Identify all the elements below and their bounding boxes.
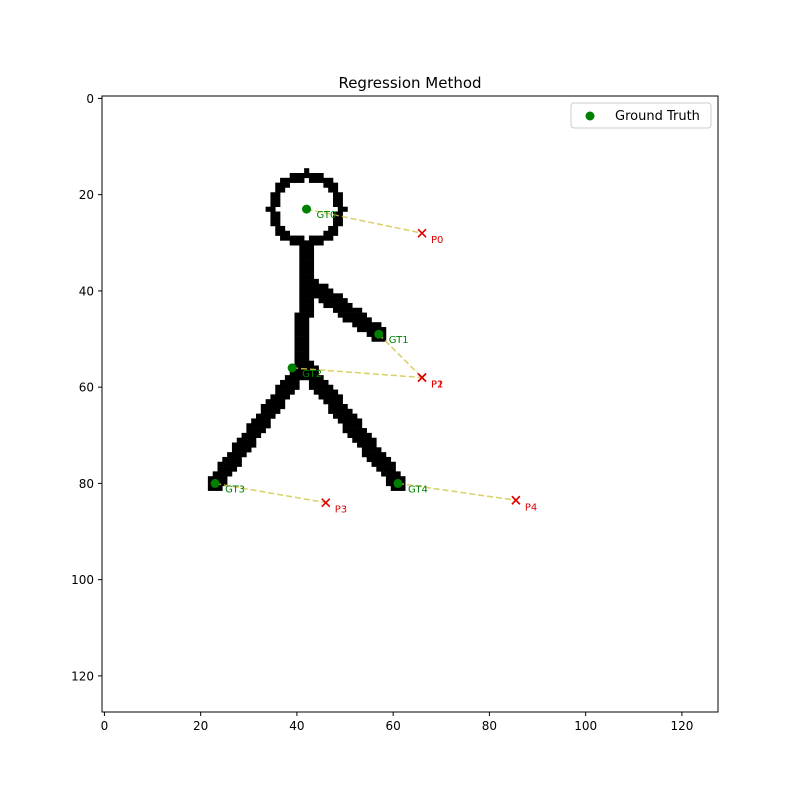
- pred-point-4: [511, 495, 521, 505]
- y-axis: 0 20 40 60 80 100 120: [71, 92, 102, 683]
- x-tick-label: 120: [670, 719, 693, 733]
- x-tick-label: 100: [574, 719, 597, 733]
- connector-lines: [214, 208, 516, 504]
- plot-frame: [101, 95, 719, 713]
- connector-line-2: [292, 367, 423, 379]
- gt-label-0: GT0: [317, 210, 337, 221]
- gt-label-3: GT3: [225, 484, 245, 495]
- stick-figure-image: [207, 168, 406, 491]
- gt-point-4: [393, 478, 403, 488]
- x-tick-label: 20: [193, 719, 208, 733]
- connector-line-1: [378, 333, 423, 379]
- plot-background: [102, 96, 718, 712]
- y-tick-label: 0: [86, 92, 94, 106]
- y-tick-label: 100: [71, 573, 94, 587]
- x-tick-label: 0: [101, 719, 109, 733]
- pred-label-4: P4: [525, 502, 537, 513]
- x-axis: 0 20 40 60 80 100 120: [101, 712, 693, 733]
- legend: Ground Truth: [570, 102, 712, 129]
- pred-point-0: [417, 228, 427, 238]
- pred-label-0: P0: [431, 235, 443, 246]
- legend-box: [570, 102, 712, 129]
- y-tick-label: 40: [79, 284, 94, 298]
- legend-marker-ground-truth: [585, 111, 595, 121]
- connector-line-0: [306, 208, 423, 234]
- y-tick-label: 120: [71, 669, 94, 683]
- pred-label-3: P3: [335, 505, 347, 516]
- connector-line-4: [397, 482, 516, 501]
- ground-truth-series: GT0 GT1 GT2 GT3 GT4: [210, 204, 428, 495]
- gt-label-1: GT1: [389, 335, 409, 346]
- legend-label-ground-truth: Ground Truth: [615, 109, 700, 124]
- pred-point-3: [321, 498, 331, 508]
- gt-point-3: [210, 478, 220, 488]
- pred-label-1: P1: [431, 380, 443, 391]
- y-tick-label: 60: [79, 381, 94, 395]
- gt-label-2: GT2: [302, 369, 322, 380]
- connector-line-3: [214, 482, 326, 504]
- x-tick-label: 60: [386, 719, 401, 733]
- y-tick-label: 20: [79, 188, 94, 202]
- pred-point-2: [417, 372, 427, 383]
- gt-label-4: GT4: [408, 484, 428, 495]
- gt-point-0: [302, 204, 312, 214]
- x-tick-label: 40: [289, 719, 304, 733]
- gt-point-1: [374, 329, 384, 339]
- pred-label-2: P2: [431, 380, 443, 391]
- x-tick-label: 80: [482, 719, 497, 733]
- chart-title: Regression Method: [338, 74, 481, 92]
- gt-point-2: [287, 363, 297, 373]
- y-tick-label: 80: [79, 477, 94, 491]
